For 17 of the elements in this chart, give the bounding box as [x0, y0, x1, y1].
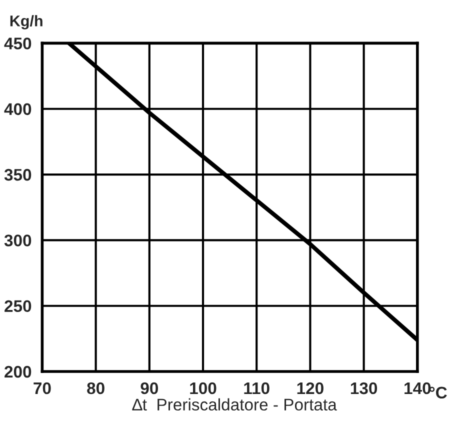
text: ∆t Preriscaldatore - Portata — [132, 398, 337, 411]
y-tick-label: 300 — [4, 234, 32, 246]
x-axis-title: °C — [429, 386, 447, 399]
x-tick-label: 110 — [244, 382, 270, 394]
x-tick-label: 130 — [350, 382, 378, 394]
y-tick-label: 350 — [4, 168, 32, 181]
y-tick-label: 450 — [4, 38, 32, 50]
y-tick-label: 400 — [4, 103, 32, 116]
x-tick-label: 80 — [87, 382, 104, 394]
x-tick-label: 100 — [190, 382, 216, 394]
y-tick-label: 250 — [4, 300, 32, 312]
y-tick-label: 200 — [4, 366, 32, 378]
x-tick-label: 70 — [34, 382, 51, 394]
x-tick-label: 140 — [404, 382, 431, 394]
y-axis-title: Kg/h — [10, 15, 42, 30]
x-tick-label: 120 — [297, 382, 324, 394]
x-tick-label: 90 — [140, 382, 158, 394]
